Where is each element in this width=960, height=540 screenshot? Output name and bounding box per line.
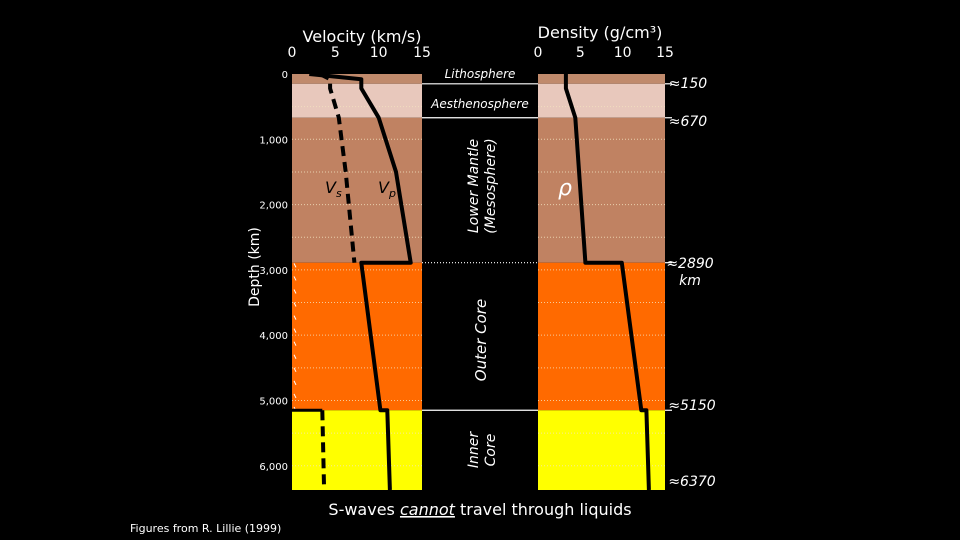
velocity-tick-label: 0 xyxy=(288,45,297,61)
velocity-tick-labels: 0 5 10 15 xyxy=(288,45,431,61)
density-curve xyxy=(563,74,651,491)
minor-tick xyxy=(293,341,297,346)
credit: Figures from R. Lillie (1999) xyxy=(130,522,281,535)
density-tick-label: 5 xyxy=(576,45,585,61)
lower-mantle-label: Lower Mantle xyxy=(466,139,482,233)
depth-axis-title: Depth (km) xyxy=(247,227,263,307)
minor-tick xyxy=(293,263,297,268)
depth-axis: 0 1,000 2,000 3,000 4,000 5,000 6,000 xyxy=(259,70,297,473)
layer-bands xyxy=(292,74,665,490)
minor-tick xyxy=(293,393,297,399)
vs-curve-mantle xyxy=(318,72,357,263)
inner-core-band-density xyxy=(538,410,665,490)
minor-tick xyxy=(293,328,297,333)
caption: S-waves cannot travel through liquids xyxy=(328,500,631,519)
depth-tick-label: 3,000 xyxy=(259,266,288,277)
boundary-2890-label: ≈2890 xyxy=(666,256,713,272)
vp-series-label: Vp xyxy=(378,178,396,200)
gridlines xyxy=(292,106,665,467)
vs-curve-inner-core xyxy=(320,410,327,491)
depth-tick-label: 0 xyxy=(282,70,288,81)
depth-tick-label: 1,000 xyxy=(259,135,288,146)
outer-core-label: Outer Core xyxy=(472,299,490,381)
minor-tick xyxy=(293,289,297,294)
velocity-tick-label: 10 xyxy=(370,45,388,61)
rho-series-label: ρ xyxy=(558,176,572,201)
outer-core-band-density xyxy=(538,262,665,411)
depth-tick-label: 5,000 xyxy=(259,396,288,407)
density-tick-label: 0 xyxy=(534,45,543,61)
aesthenosphere-band-density xyxy=(538,83,665,118)
minor-tick xyxy=(293,380,297,386)
boundary-2890-unit: km xyxy=(679,273,701,289)
minor-tick xyxy=(293,302,297,307)
inner-core-band-velocity xyxy=(292,410,422,490)
velocity-axis-title: Velocity (km/s) xyxy=(303,27,422,46)
inner-core-label-2: Core xyxy=(483,434,499,467)
mesosphere-label: (Mesosphere) xyxy=(483,138,499,234)
lithosphere-label: Lithosphere xyxy=(445,67,516,81)
boundary-150-label: ≈150 xyxy=(669,76,708,92)
density-tick-label: 15 xyxy=(656,45,674,61)
depth-tick-label: 4,000 xyxy=(259,331,288,342)
inner-core-label-1: Inner xyxy=(466,431,482,468)
lithosphere-band-density xyxy=(538,74,665,84)
outer-core-band-velocity xyxy=(292,262,422,411)
boundary-670-label: ≈670 xyxy=(669,114,708,130)
lower-mantle-band-velocity xyxy=(292,117,422,263)
velocity-tick-label: 15 xyxy=(413,45,431,61)
depth-tick-label: 6,000 xyxy=(259,462,288,473)
minor-tick xyxy=(293,367,297,373)
vp-curve xyxy=(309,72,413,491)
density-tick-labels: 0 5 10 15 xyxy=(534,45,674,61)
boundary-lines xyxy=(422,83,672,411)
velocity-tick-label: 5 xyxy=(331,45,340,61)
aesthenosphere-label: Aesthenosphere xyxy=(430,97,529,111)
density-axis-title: Density (g/cm³) xyxy=(538,23,663,42)
minor-tick xyxy=(293,354,297,359)
depth-tick-label: 2,000 xyxy=(259,201,288,212)
density-tick-label: 10 xyxy=(614,45,632,61)
boundary-5150-label: ≈5150 xyxy=(668,398,715,414)
curves xyxy=(292,72,651,491)
aesthenosphere-band-velocity xyxy=(292,83,422,118)
vs-series-label: Vs xyxy=(325,178,342,200)
boundary-6370-label: ≈6370 xyxy=(668,474,715,490)
lower-mantle-band-density xyxy=(538,117,665,263)
minor-tick xyxy=(293,315,297,320)
minor-tick xyxy=(293,276,297,281)
